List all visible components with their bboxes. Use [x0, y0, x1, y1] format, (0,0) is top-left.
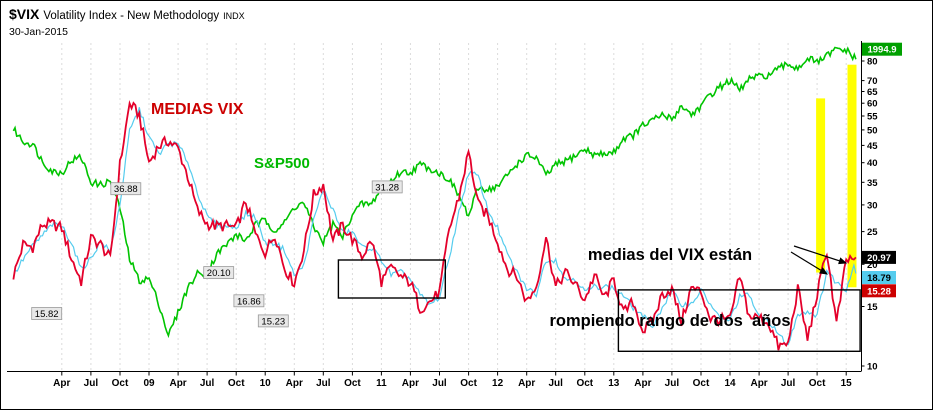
price-callout-label: 16.86	[237, 296, 261, 307]
price-callout-box	[233, 294, 265, 308]
x-tick-label: 13	[608, 378, 620, 389]
last-value-label: 1994.9	[867, 45, 896, 56]
last-value-box	[862, 271, 896, 284]
last-value-label: 20.97	[867, 253, 891, 264]
x-tick-label: Oct	[112, 378, 129, 389]
x-tick-label: Oct	[460, 378, 477, 389]
price-callout-label: 36.88	[114, 184, 138, 195]
medias-vix-label: MEDIAS VIX	[151, 101, 244, 118]
price-callout-label: 31.28	[375, 182, 399, 193]
x-tick-label: Apr	[169, 378, 186, 389]
price-callout-label: 15.23	[261, 316, 285, 327]
x-tick-label: Apr	[53, 378, 70, 389]
y-tick-label: 45	[867, 141, 878, 152]
y-tick-label: 30	[867, 200, 878, 211]
x-tick-label: Jul	[84, 378, 99, 389]
y-tick-label: 40	[867, 158, 878, 169]
last-value-box	[862, 42, 902, 56]
y-tick-label: 20	[867, 260, 878, 271]
x-tick-label: 09	[143, 378, 155, 389]
yellow-highlight-bar	[816, 98, 826, 273]
x-tick-label: Jul	[781, 378, 796, 389]
x-tick-label: Jul	[665, 378, 680, 389]
price-callout-label: 15.82	[35, 309, 59, 320]
yellow-highlight-bar	[847, 64, 857, 288]
chart-header: $VIX Volatility Index - New Methodology IN…	[9, 6, 245, 38]
annotation-arrow	[790, 251, 829, 275]
symbol-subtitle: Volatility Index - New Methodology	[43, 10, 220, 22]
sp500-label: S&P500	[254, 155, 310, 172]
x-tick-label: Apr	[634, 378, 651, 389]
last-value-label: 18.79	[867, 273, 891, 284]
annotation-text: medias del VIX están rompiendo rango de …	[532, 199, 808, 377]
x-tick-label: 11	[376, 378, 387, 389]
sp500-line	[12, 46, 857, 339]
y-tick-label: 70	[867, 76, 878, 87]
annotation-arrow	[793, 245, 848, 265]
x-tick-label: Oct	[228, 378, 245, 389]
vix-media-line	[12, 107, 857, 346]
y-tick-label: 10	[867, 362, 878, 373]
x-tick-label: Oct	[809, 378, 826, 389]
y-tick-label: 35	[867, 178, 878, 189]
y-tick-label: 80	[867, 57, 878, 68]
x-tick-label: Apr	[286, 378, 303, 389]
price-callout-box	[371, 180, 403, 194]
price-callout-box	[257, 314, 289, 328]
price-callout-box	[31, 307, 63, 320]
last-value-box	[862, 250, 896, 264]
x-tick-label: 10	[260, 378, 272, 389]
x-tick-label: 14	[724, 378, 736, 389]
x-tick-label: Apr	[518, 378, 535, 389]
last-value-box	[862, 284, 896, 298]
x-tick-label: Oct	[693, 378, 710, 389]
range-box	[337, 259, 446, 299]
x-tick-label: Jul	[200, 378, 215, 389]
x-tick-label: Oct	[344, 378, 361, 389]
x-tick-label: Jul	[548, 378, 563, 389]
y-tick-label: 65	[867, 87, 878, 98]
symbol: $VIX	[9, 6, 40, 22]
price-callout-label: 20.10	[207, 268, 231, 279]
y-tick-label: 50	[867, 125, 878, 136]
x-tick-label: 15	[841, 378, 853, 389]
x-tick-label: Oct	[576, 378, 593, 389]
last-value-label: 15.28	[867, 286, 891, 297]
x-tick-label: Apr	[402, 378, 419, 389]
x-tick-label: Jul	[432, 378, 447, 389]
chart-date: 30-Jan-2015	[9, 26, 68, 38]
annotation-line-1: medias del VIX están	[587, 245, 753, 264]
price-callout-box	[203, 266, 235, 280]
y-tick-label: 60	[867, 99, 878, 110]
y-tick-label: 25	[867, 227, 878, 238]
vix-line	[12, 99, 857, 351]
x-tick-label: 12	[492, 378, 504, 389]
x-tick-label: Jul	[316, 378, 331, 389]
y-tick-label: 15	[867, 302, 878, 313]
y-tick-label: 55	[867, 112, 878, 123]
exchange-label: INDX	[223, 11, 245, 21]
annotation-line-2: rompiendo rango de dos años	[549, 312, 791, 331]
price-callout-box	[110, 182, 142, 196]
x-tick-label: Apr	[750, 378, 767, 389]
range-box	[617, 289, 861, 352]
